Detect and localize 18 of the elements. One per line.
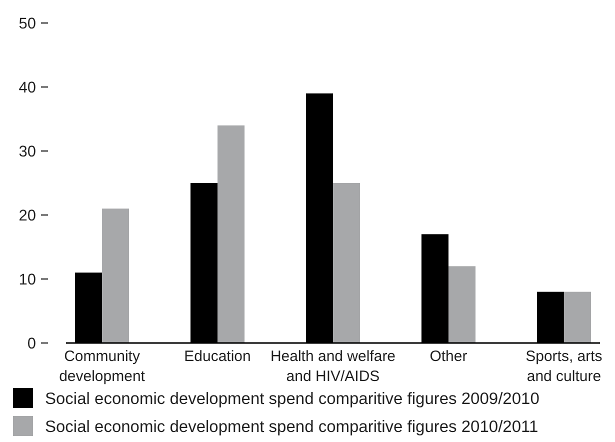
x-tick-label: Sports, arts and culture xyxy=(526,348,602,385)
y-tick-label: 20 xyxy=(18,207,36,224)
bar xyxy=(448,266,476,343)
y-tick-label: 30 xyxy=(18,143,36,160)
y-tick-label: 50 xyxy=(18,15,36,32)
legend-label: Social economic development spend comparitive figures 2010/2011 xyxy=(45,418,538,436)
x-tick-label: Health and welfare and HIV/AIDS xyxy=(270,348,396,385)
legend-label: Social economic development spend comparitive figures 2009/2010 xyxy=(45,390,540,408)
y-tick-label: 10 xyxy=(18,271,36,288)
x-tick-label: Education xyxy=(184,348,251,365)
x-tick-label: Other xyxy=(430,348,468,365)
x-tick-label: Community development xyxy=(59,348,146,385)
bar xyxy=(333,183,360,343)
y-tick-label: 40 xyxy=(18,79,36,96)
bar xyxy=(218,125,245,343)
bar xyxy=(102,208,130,343)
bar xyxy=(564,292,591,343)
y-tick-label: 0 xyxy=(27,335,36,352)
